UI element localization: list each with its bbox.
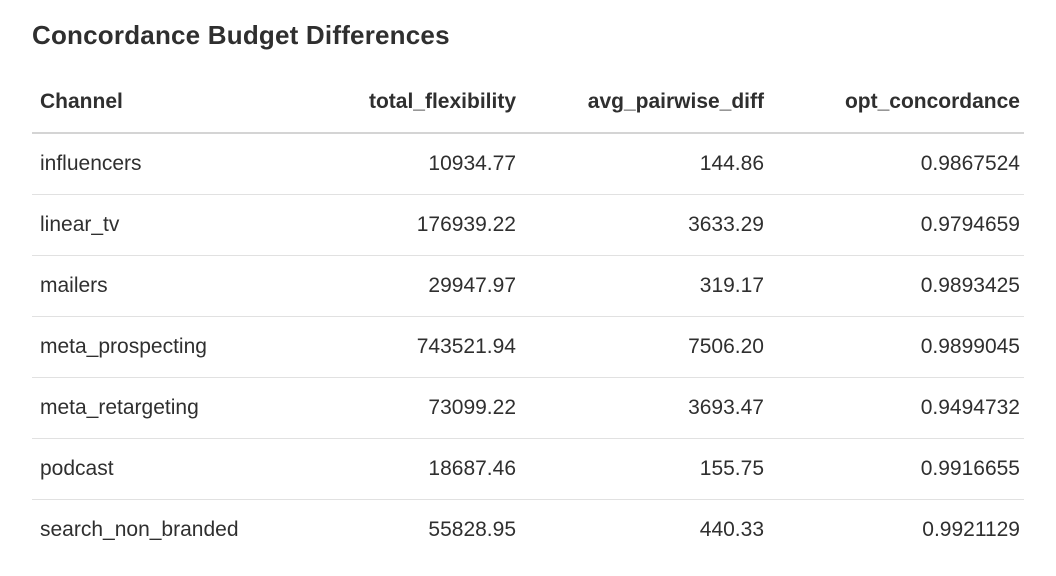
column-header-avg-pairwise-diff: avg_pairwise_diff bbox=[520, 74, 768, 134]
cell-channel: mailers bbox=[32, 255, 282, 317]
cell-avg-pairwise-diff: 440.33 bbox=[699, 518, 764, 541]
cell-avg-pairwise-diff: 144.86 bbox=[520, 133, 768, 195]
cell-opt-concordance: 0.9893425 bbox=[768, 255, 1024, 317]
concordance-table: Channel total_flexibility avg_pairwise_d… bbox=[32, 74, 1024, 560]
page: Concordance Budget Differences Channel t… bbox=[32, 20, 1024, 560]
cell-total-flexibility: 743521.94 bbox=[282, 316, 520, 378]
table-header: Channel total_flexibility avg_pairwise_d… bbox=[32, 74, 1024, 134]
cell-total-flexibility: 18687.46 bbox=[282, 438, 520, 500]
cell-avg-pairwise-diff: 155.75 bbox=[520, 438, 768, 500]
cell-total-flexibility: 73099.22 bbox=[282, 377, 520, 439]
header-row: Channel total_flexibility avg_pairwise_d… bbox=[32, 74, 1024, 134]
table-row: linear_tv 176939.22 3633.29 0.9794659 bbox=[32, 194, 1024, 256]
cell-channel: meta_prospecting bbox=[32, 316, 282, 378]
table-row: podcast 18687.46 155.75 0.9916655 bbox=[32, 438, 1024, 500]
cell-total-flexibility: 176939.22 bbox=[282, 194, 520, 256]
cell-channel: meta_retargeting bbox=[32, 377, 282, 439]
column-header-opt-concordance: opt_concordance bbox=[768, 74, 1024, 134]
cell-total-flexibility: 55828.95 bbox=[428, 518, 516, 541]
table-body: influencers 10934.77 144.86 0.9867524 li… bbox=[32, 133, 1024, 560]
cell-channel: search_non_branded bbox=[40, 518, 239, 541]
table-row: meta_retargeting 73099.22 3693.47 0.9494… bbox=[32, 377, 1024, 439]
cell-total-flexibility: 29947.97 bbox=[282, 255, 520, 317]
table-row: search_non_branded 55828.95 440.33 0.992… bbox=[32, 500, 1024, 561]
cell-opt-concordance: 0.9794659 bbox=[768, 194, 1024, 256]
column-header-channel: Channel bbox=[32, 74, 282, 134]
cell-avg-pairwise-diff: 3633.29 bbox=[520, 194, 768, 256]
column-header-total-flexibility: total_flexibility bbox=[282, 74, 520, 134]
cell-channel: influencers bbox=[32, 133, 282, 195]
cell-opt-concordance: 0.9899045 bbox=[768, 316, 1024, 378]
cell-opt-concordance: 0.9916655 bbox=[768, 438, 1024, 500]
cell-avg-pairwise-diff: 319.17 bbox=[520, 255, 768, 317]
table-row: meta_prospecting 743521.94 7506.20 0.989… bbox=[32, 316, 1024, 378]
cell-avg-pairwise-diff: 3693.47 bbox=[520, 377, 768, 439]
cell-channel: linear_tv bbox=[32, 194, 282, 256]
cell-opt-concordance: 0.9921129 bbox=[922, 518, 1020, 541]
cell-channel: podcast bbox=[32, 438, 282, 500]
table-row: mailers 29947.97 319.17 0.9893425 bbox=[32, 255, 1024, 317]
cell-opt-concordance: 0.9494732 bbox=[768, 377, 1024, 439]
cell-avg-pairwise-diff: 7506.20 bbox=[520, 316, 768, 378]
page-title: Concordance Budget Differences bbox=[32, 20, 450, 50]
table-row: influencers 10934.77 144.86 0.9867524 bbox=[32, 133, 1024, 195]
cell-total-flexibility: 10934.77 bbox=[282, 133, 520, 195]
cell-opt-concordance: 0.9867524 bbox=[768, 133, 1024, 195]
